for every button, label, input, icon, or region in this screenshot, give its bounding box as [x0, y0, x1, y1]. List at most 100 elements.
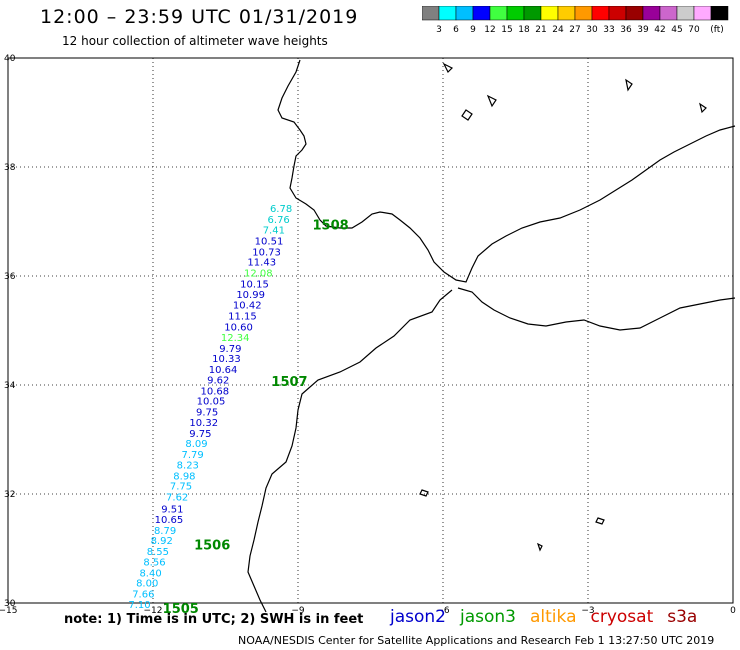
- lon-tick-label: −3: [581, 606, 594, 616]
- wave-height-value: 8.79: [154, 526, 176, 537]
- wave-height-value: 8.23: [177, 460, 199, 471]
- wave-height-value: 11.43: [247, 258, 276, 269]
- wave-height-value: 10.15: [240, 279, 269, 290]
- wave-height-value: 10.05: [197, 397, 226, 408]
- colorbar-swatch: [523, 6, 542, 21]
- wave-height-value: 7.75: [170, 482, 192, 493]
- colorbar-label: 36: [620, 25, 632, 35]
- wave-height-value: 8.55: [147, 547, 169, 558]
- colorbar-swatch: [438, 6, 457, 21]
- colorbar-label: 9: [470, 25, 476, 35]
- wave-height-value: 10.42: [233, 301, 262, 312]
- colorbar-label: (ft): [710, 25, 724, 35]
- colorbar-swatch: [506, 6, 525, 21]
- wave-height-value: 8.40: [139, 568, 161, 579]
- wave-height-value: 7.66: [132, 590, 154, 601]
- colorbar-swatch: [540, 6, 559, 21]
- lat-tick-label: 40: [4, 54, 16, 64]
- legend-altika: altika: [530, 607, 577, 627]
- wave-height-value: 10.33: [212, 354, 241, 365]
- colorbar-label: 24: [552, 25, 564, 35]
- pass-time-label: 1506: [194, 539, 230, 554]
- colorbar-swatch: [591, 6, 610, 21]
- lon-tick-label: 0: [730, 606, 736, 616]
- wave-height-value: 8.98: [173, 471, 195, 482]
- colorbar-swatch: [455, 6, 474, 21]
- lat-tick-label: 36: [4, 272, 16, 282]
- note-text: note: 1) Time is in UTC; 2) SWH is in fe…: [64, 612, 364, 627]
- colorbar-label: 12: [484, 25, 495, 35]
- wave-height-value: 8.56: [143, 557, 165, 568]
- colorbar-swatches: [422, 6, 729, 21]
- map-subtitle: 12 hour collection of altimeter wave hei…: [62, 34, 328, 48]
- wave-height-value: 9.79: [219, 344, 241, 355]
- lon-tick-label: −9: [291, 606, 305, 616]
- lon-tick-label: −15: [0, 606, 18, 616]
- wave-height-value: 7.79: [182, 450, 204, 461]
- colorbar-swatch: [642, 6, 661, 21]
- wave-height-value: 8.92: [151, 536, 173, 547]
- colorbar-label: 27: [569, 25, 580, 35]
- colorbar-label: 33: [603, 25, 614, 35]
- wave-height-value: 9.51: [161, 505, 183, 516]
- pass-time-labels: 1508 1507 1506 1505: [163, 219, 349, 617]
- colorbar-swatch: [557, 6, 576, 21]
- colorbar-label: 42: [654, 25, 665, 35]
- footer-credit: NOAA/NESDIS Center for Satellite Applica…: [238, 634, 715, 647]
- pass-time-label: 1505: [163, 602, 199, 617]
- coastline: [247, 59, 736, 613]
- colorbar-swatch: [422, 6, 440, 21]
- lat-lon-grid: [7, 57, 734, 604]
- wave-height-value: 8.00: [136, 579, 158, 590]
- lon-tick-label: −12: [144, 606, 163, 616]
- wave-height-value: 6.78: [270, 204, 292, 215]
- wave-height-value: 8.09: [185, 439, 207, 450]
- axis-ticks: −15 −12 −9 −6 −3 0 40 38 36 34 32 30: [0, 54, 736, 616]
- wave-height-value: 11.15: [228, 312, 257, 323]
- lat-tick-label: 34: [4, 381, 16, 391]
- lat-tick-label: 30: [4, 599, 16, 609]
- legend-cryosat: cryosat: [590, 607, 654, 627]
- colorbar-swatch: [676, 6, 695, 21]
- colorbar-label: 30: [586, 25, 598, 35]
- wave-height-value: 7.41: [263, 225, 285, 236]
- wave-observations: 6.786.767.4110.5110.7311.4312.0810.1510.…: [128, 204, 292, 611]
- lat-tick-label: 32: [4, 490, 15, 500]
- satellite-legend: jason2 jason3 altika cryosat s3a: [390, 607, 711, 627]
- colorbar-swatch: [625, 6, 644, 21]
- colorbar-swatch: [710, 6, 729, 21]
- map-frame: [7, 57, 734, 604]
- colorbar-swatch: [659, 6, 678, 21]
- wave-height-colorbar: 3 6 9 12 15 18 21 24 27 30 33 36 39 42 45 70 (ft): [422, 6, 729, 35]
- colorbar-swatch: [693, 6, 712, 21]
- colorbar-label: 18: [518, 25, 530, 35]
- colorbar-swatch: [574, 6, 593, 21]
- wave-height-value: 9.75: [189, 429, 211, 440]
- lon-tick-label: −6: [436, 606, 450, 616]
- wave-height-value: 10.51: [255, 236, 284, 247]
- colorbar-swatch: [608, 6, 627, 21]
- wave-height-value: 10.68: [201, 386, 230, 397]
- colorbar-label: 6: [453, 25, 459, 35]
- wave-height-value: 7.62: [166, 493, 188, 504]
- map-title: 12:00 – 23:59 UTC 01/31/2019: [40, 6, 359, 28]
- colorbar-swatch: [472, 6, 491, 21]
- legend-jason2: jason2: [390, 607, 446, 627]
- legend-s3a: s3a: [667, 607, 698, 627]
- colorbar-label: 45: [671, 25, 682, 35]
- colorbar-label: 70: [688, 25, 700, 35]
- legend-jason3: jason3: [460, 607, 516, 627]
- lat-tick-label: 38: [4, 163, 16, 173]
- colorbar-label: 21: [535, 25, 546, 35]
- colorbar-label: 3: [436, 25, 442, 35]
- wave-height-value: 12.08: [244, 269, 273, 280]
- wave-height-value: 12.34: [221, 333, 250, 344]
- wave-height-value: 10.32: [189, 418, 218, 429]
- colorbar-swatch: [489, 6, 508, 21]
- wave-height-value: 10.64: [209, 365, 238, 376]
- wave-height-value: 10.65: [155, 515, 184, 526]
- pass-time-label: 1507: [271, 375, 307, 390]
- colorbar-label: 39: [637, 25, 649, 35]
- wave-height-value: 10.73: [252, 247, 281, 258]
